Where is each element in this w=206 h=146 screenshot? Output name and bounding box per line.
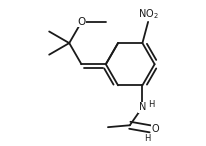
Text: O: O [77, 17, 85, 27]
Text: N: N [138, 102, 145, 112]
Text: NO$_2$: NO$_2$ [138, 7, 158, 21]
Text: H: H [144, 134, 150, 143]
Text: O: O [151, 124, 158, 134]
Text: H: H [147, 100, 154, 109]
